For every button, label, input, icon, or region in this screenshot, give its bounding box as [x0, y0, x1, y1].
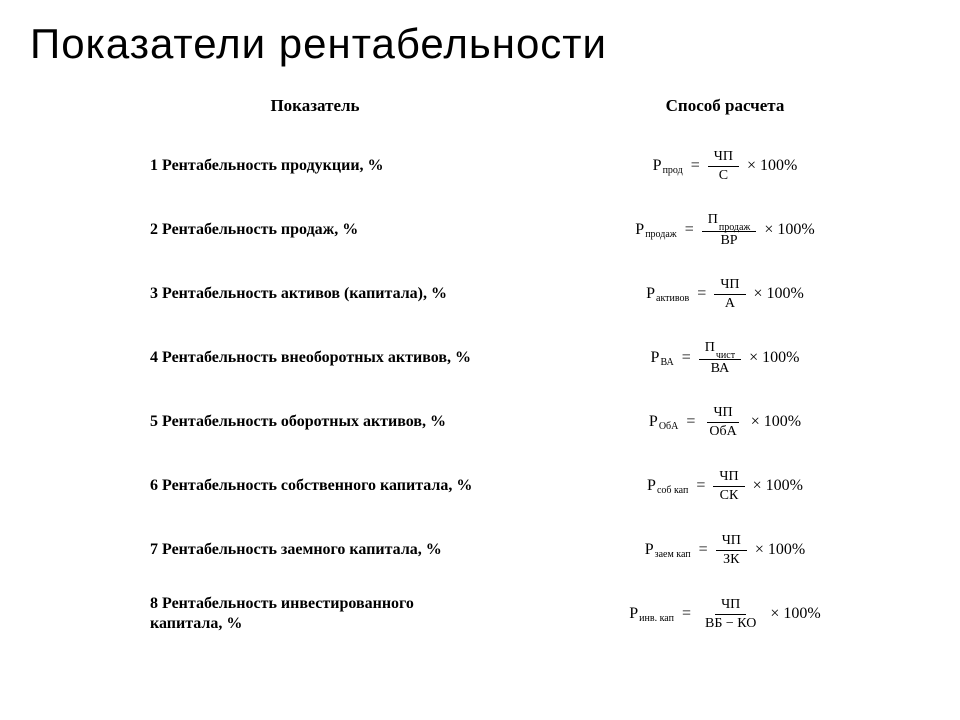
- formula-lhs: РОбА: [649, 413, 678, 431]
- indicator-label: 1 Рентабельность продукции, %: [150, 134, 480, 198]
- formula-tail: × 100%: [754, 285, 804, 303]
- formula-lhs: Рактивов: [646, 285, 689, 303]
- formula-fraction: ЧПА: [714, 277, 745, 311]
- formula-numerator: Пчист: [699, 340, 741, 360]
- formula-numerator-base: П: [705, 340, 715, 355]
- content-grid: Показатель Способ расчета 1 Рентабельнос…: [30, 96, 930, 646]
- equals-sign: =: [685, 221, 694, 239]
- formula: Ринв. кап = ЧПВБ − КО × 100%: [520, 582, 930, 646]
- formula-lhs: Рзаем кап: [645, 541, 691, 559]
- formula-lhs-sub: активов: [656, 293, 689, 304]
- equals-sign: =: [682, 349, 691, 367]
- formula-tail: × 100%: [747, 157, 797, 175]
- equals-sign: =: [682, 605, 691, 623]
- formula-tail: × 100%: [753, 477, 803, 495]
- formula: Рпродаж=ПпродажВР× 100%: [520, 198, 930, 262]
- formula-denominator: ОбА: [703, 423, 742, 439]
- indicator-label: 5 Рентабельность оборотных активов, %: [150, 390, 480, 454]
- formula-lhs-sub: соб кап: [657, 485, 688, 496]
- formula-lhs: Рпродаж: [635, 221, 676, 239]
- formula-denominator: ВА: [705, 360, 736, 376]
- formula-denominator: ВР: [714, 232, 743, 248]
- equals-sign: =: [691, 157, 700, 175]
- indicator-label: 2 Рентабельность продаж, %: [150, 198, 480, 262]
- formula-lhs-base: Р: [645, 541, 654, 559]
- formula-tail: × 100%: [764, 221, 814, 239]
- column-header-method: Способ расчета: [520, 96, 930, 116]
- formula-tail: × 100%: [749, 349, 799, 367]
- formula-numerator-base: П: [708, 212, 718, 227]
- formula: Рактивов = ЧПА × 100%: [520, 262, 930, 326]
- formula-fraction: ЧПЗК: [716, 533, 747, 567]
- formula-lhs-base: Р: [647, 477, 656, 495]
- formula-fraction: ЧПОбА: [703, 405, 742, 439]
- formula-denominator: СК: [714, 487, 745, 503]
- formula-fraction: ЧПСК: [713, 469, 744, 503]
- indicator-label: 4 Рентабельность внеоборотных активов, %: [150, 326, 480, 390]
- formula-lhs-base: Р: [635, 221, 644, 239]
- formula-denominator: ВБ − КО: [699, 615, 762, 631]
- formula-numerator: ЧП: [714, 277, 745, 294]
- formula-numerator-sub: чист: [716, 350, 735, 361]
- formula-numerator: ЧП: [713, 469, 744, 486]
- equals-sign: =: [699, 541, 708, 559]
- indicator-column: 1 Рентабельность продукции, %2 Рентабель…: [150, 134, 480, 646]
- formula-fraction: ЧПС: [708, 149, 739, 183]
- formula-column: Рпрод=ЧПС× 100%Рпродаж=ПпродажВР× 100%Ра…: [520, 134, 930, 646]
- indicator-label: 8 Рентабельность инвестированного капита…: [150, 582, 480, 646]
- formula-lhs-sub: ВА: [660, 357, 673, 368]
- formula: Рсоб кап = ЧПСК × 100%: [520, 454, 930, 518]
- formula-lhs: Ринв. кап: [629, 605, 674, 623]
- formula-denominator: С: [713, 167, 734, 183]
- formula-numerator: ЧП: [716, 533, 747, 550]
- indicator-label: 3 Рентабельность активов (капитала), %: [150, 262, 480, 326]
- indicator-label: 6 Рентабельность собственного капитала, …: [150, 454, 480, 518]
- equals-sign: =: [686, 413, 695, 431]
- formula-tail: × 100%: [770, 605, 820, 623]
- column-header-indicator: Показатель: [150, 96, 480, 116]
- formula-fraction: ПчистВА: [699, 340, 741, 376]
- formula-lhs-base: Р: [651, 349, 660, 367]
- formula-denominator: А: [719, 295, 741, 311]
- page-title: Показатели рентабельности: [30, 20, 930, 68]
- formula-numerator: ЧП: [715, 597, 746, 614]
- formula-tail: × 100%: [755, 541, 805, 559]
- formula-lhs-base: Р: [646, 285, 655, 303]
- equals-sign: =: [696, 477, 705, 495]
- formula: Рзаем кап = ЧПЗК × 100%: [520, 518, 930, 582]
- formula-lhs-sub: продаж: [645, 229, 677, 240]
- formula: РВА=ПчистВА× 100%: [520, 326, 930, 390]
- formula-fraction: ЧПВБ − КО: [699, 597, 762, 631]
- formula-lhs-base: Р: [649, 413, 658, 431]
- formula-numerator: Ппродаж: [702, 212, 757, 232]
- formula-lhs: Рсоб кап: [647, 477, 688, 495]
- indicator-label: 7 Рентабельность заемного капитала, %: [150, 518, 480, 582]
- formula-lhs-base: Р: [653, 157, 662, 175]
- formula-numerator: ЧП: [707, 405, 738, 422]
- formula-numerator: ЧП: [708, 149, 739, 166]
- formula-tail: × 100%: [751, 413, 801, 431]
- formula-lhs-base: Р: [629, 605, 638, 623]
- equals-sign: =: [697, 285, 706, 303]
- formula-lhs-sub: ОбА: [659, 421, 679, 432]
- formula-lhs-sub: заем кап: [655, 549, 691, 560]
- formula: Рпрод = ЧПС × 100%: [520, 134, 930, 198]
- formula-denominator: ЗК: [717, 551, 745, 567]
- formula-fraction: ПпродажВР: [702, 212, 757, 248]
- formula-lhs: Рпрод: [653, 157, 683, 175]
- formula-lhs-sub: инв. кап: [639, 613, 674, 624]
- formula-lhs-sub: прод: [663, 165, 683, 176]
- formula-numerator-sub: продаж: [719, 222, 751, 233]
- formula-lhs: РВА: [651, 349, 674, 367]
- formula: РОбА=ЧПОбА× 100%: [520, 390, 930, 454]
